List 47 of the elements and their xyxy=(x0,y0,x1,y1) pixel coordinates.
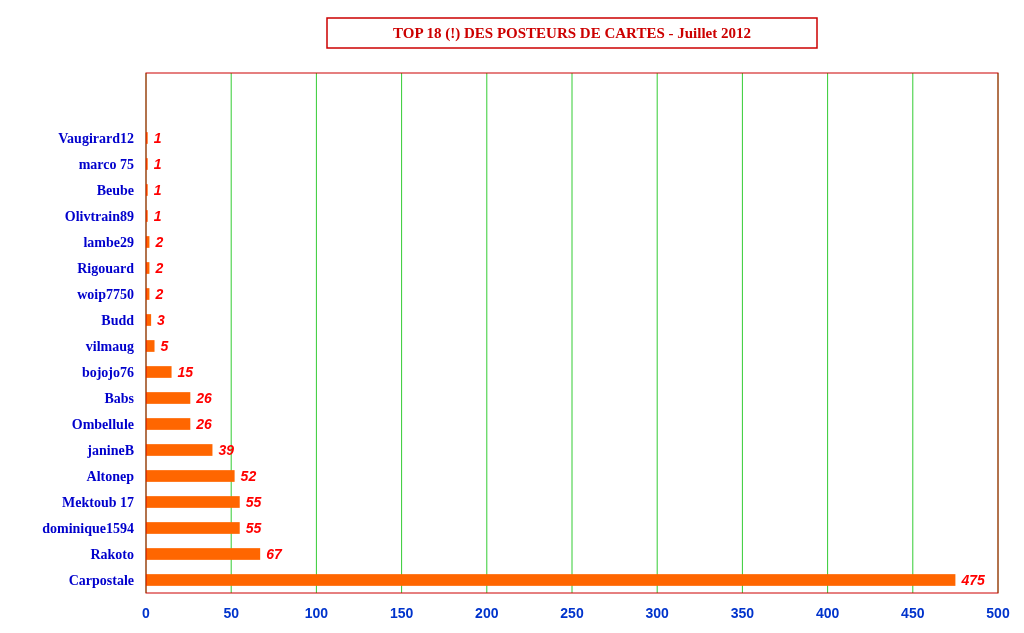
data-label: 475 xyxy=(960,571,985,588)
x-tick-label: 450 xyxy=(901,604,925,621)
y-tick-label: woip7750 xyxy=(77,286,134,302)
x-tick-label: 500 xyxy=(986,604,1010,621)
chart-title: TOP 18 (!) DES POSTEURS DE CARTES - Juillet 2012 xyxy=(393,25,751,43)
x-tick-label: 0 xyxy=(142,604,151,621)
y-tick-label: Altonep xyxy=(86,468,135,484)
x-tick-label: 50 xyxy=(223,604,240,621)
data-label: 2 xyxy=(154,285,164,302)
x-tick-label: 100 xyxy=(304,604,329,621)
data-label: 1 xyxy=(153,181,162,198)
x-tick-label: 150 xyxy=(389,604,414,621)
y-tick-label: vilmaug xyxy=(85,338,134,354)
x-tick-label: 350 xyxy=(730,604,755,621)
data-label: 26 xyxy=(195,389,213,406)
data-label: 15 xyxy=(177,363,194,380)
x-tick-label: 250 xyxy=(560,604,584,621)
data-label: 5 xyxy=(160,337,169,354)
y-tick-label: dominique1594 xyxy=(42,520,134,536)
data-label: 26 xyxy=(195,415,213,432)
y-tick-label: lambe29 xyxy=(83,234,134,250)
y-tick-label: marco 75 xyxy=(78,156,134,172)
data-label: 52 xyxy=(240,467,257,484)
y-tick-label: Babs xyxy=(104,390,135,406)
x-tick-label: 300 xyxy=(645,604,670,621)
data-label: 55 xyxy=(245,519,262,536)
y-tick-label: janineB xyxy=(86,442,134,458)
y-tick-label: Budd xyxy=(101,312,135,328)
y-tick-label: Vaugirard12 xyxy=(58,130,134,146)
y-tick-label: Rakoto xyxy=(90,546,134,562)
data-label: 67 xyxy=(266,545,283,562)
y-tick-label: Beube xyxy=(96,182,134,198)
x-tick-label: 200 xyxy=(475,604,499,621)
data-label: 1 xyxy=(153,155,162,172)
data-label: 1 xyxy=(153,207,162,224)
y-tick-label: Carpostale xyxy=(68,572,134,588)
y-tick-label: bojojo76 xyxy=(81,364,134,380)
x-tick-label: 400 xyxy=(815,604,840,621)
y-tick-label: Olivtrain89 xyxy=(64,208,134,224)
y-tick-label: Rigouard xyxy=(77,260,135,276)
y-tick-label: Ombellule xyxy=(71,416,134,432)
data-label: 55 xyxy=(245,493,262,510)
data-label: 2 xyxy=(154,233,164,250)
data-label: 1 xyxy=(153,129,162,146)
data-label: 3 xyxy=(157,311,166,328)
data-label: 2 xyxy=(154,259,164,276)
y-tick-label: Mektoub 17 xyxy=(62,494,134,510)
